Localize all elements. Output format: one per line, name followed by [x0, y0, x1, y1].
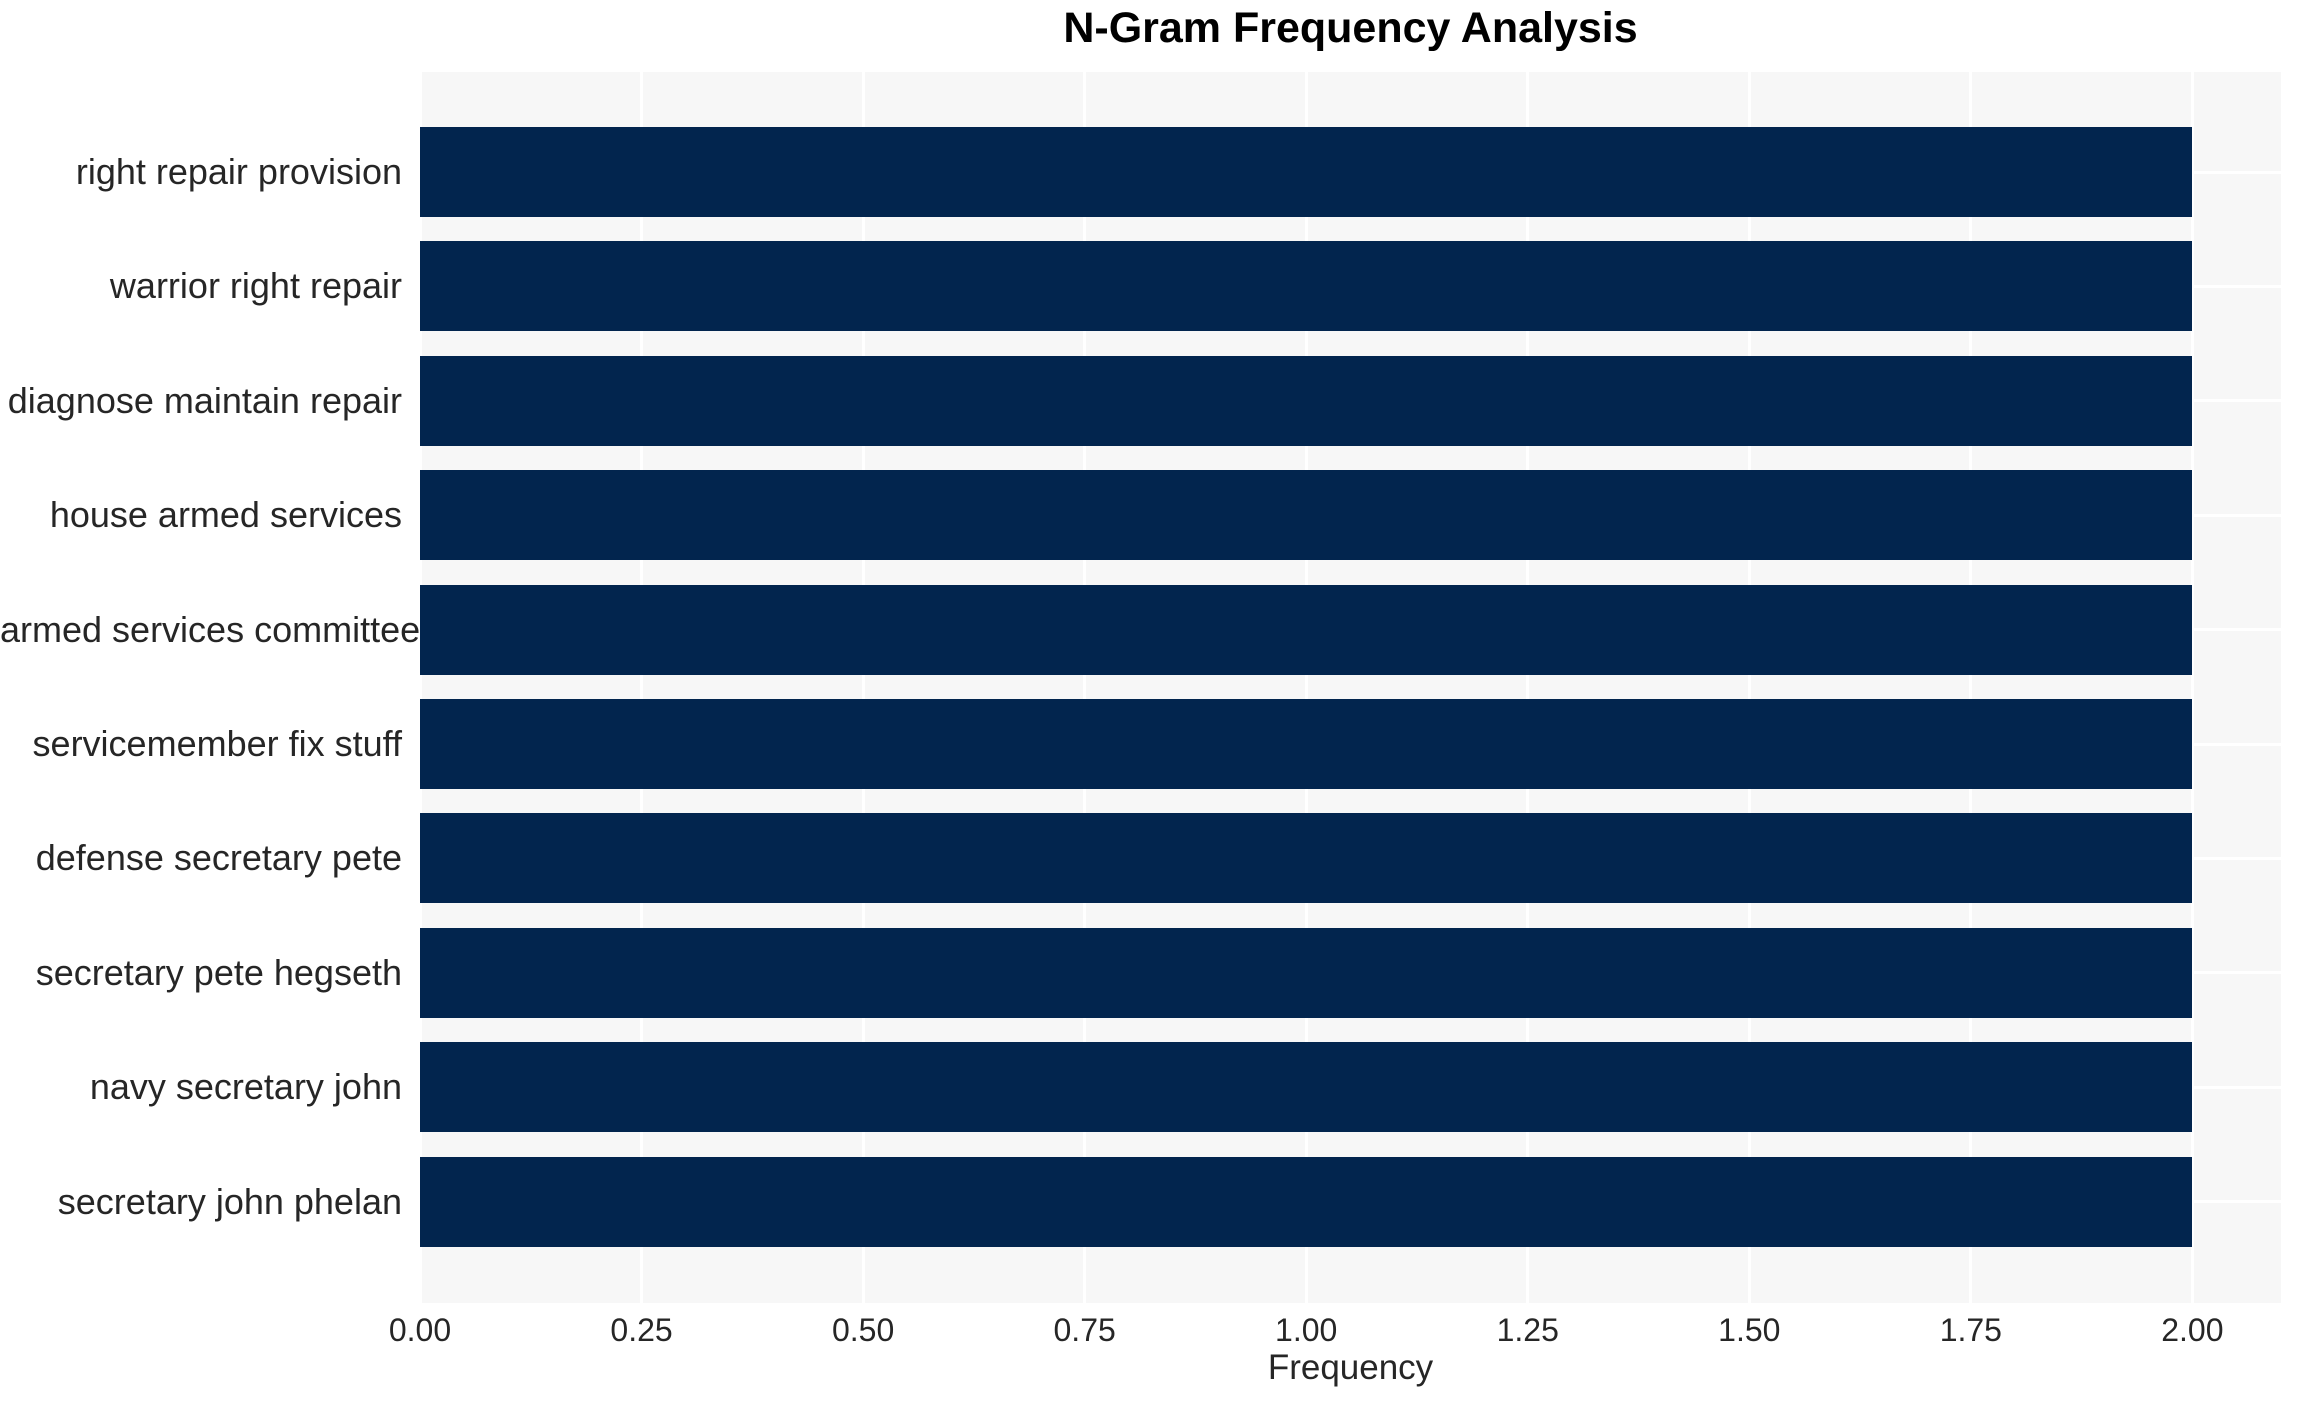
x-tick-label: 1.50 [1718, 1312, 1781, 1348]
x-tick-label: 0.75 [1053, 1312, 1116, 1348]
v-gridline [1083, 72, 1087, 1303]
x-axis-label: Frequency [1267, 1348, 1434, 1387]
bar [420, 1042, 2193, 1133]
v-gridline [1969, 72, 1973, 1303]
bar [420, 699, 2193, 789]
y-tick-label: right repair provision [75, 151, 402, 192]
x-tick-label: 2.00 [2161, 1312, 2224, 1348]
v-gridline [2190, 72, 2194, 1303]
y-tick-label: navy secretary john [89, 1066, 402, 1108]
bar [420, 241, 2193, 332]
y-tick-label: armed services committee [0, 608, 421, 650]
bar [420, 355, 2193, 446]
y-tick-label: servicemember fix stuff [32, 723, 402, 764]
x-tick-label: 0.00 [388, 1312, 452, 1348]
bar [420, 470, 2193, 561]
x-tick-label: 0.50 [831, 1312, 895, 1348]
bar [420, 927, 2193, 1018]
y-tick-label: house armed services [49, 494, 402, 536]
chart-title: N-Gram Frequency Analysis [1063, 4, 1638, 52]
v-gridline [640, 72, 644, 1303]
x-tick-label: 1.00 [1275, 1312, 1338, 1348]
bar [420, 584, 2193, 675]
v-gridline [1747, 72, 1751, 1303]
v-gridline [861, 72, 865, 1303]
x-tick-label: 0.25 [610, 1312, 673, 1348]
bar [420, 127, 2193, 217]
bar [420, 813, 2193, 904]
bar [420, 1156, 2193, 1247]
y-tick-label: warrior right repair [109, 265, 402, 307]
plot-area [418, 72, 2281, 1303]
y-tick-label: diagnose maintain repair [7, 379, 402, 421]
v-gridline [1526, 72, 1530, 1303]
y-tick-label: defense secretary pete [35, 837, 402, 879]
y-tick-label: secretary john phelan [57, 1180, 402, 1222]
x-tick-label: 1.75 [1939, 1312, 2002, 1348]
x-tick-label: 1.25 [1496, 1312, 1559, 1348]
y-tick-label: secretary pete hegseth [35, 951, 402, 993]
v-gridline [1304, 72, 1308, 1303]
v-gridline [418, 72, 422, 1303]
